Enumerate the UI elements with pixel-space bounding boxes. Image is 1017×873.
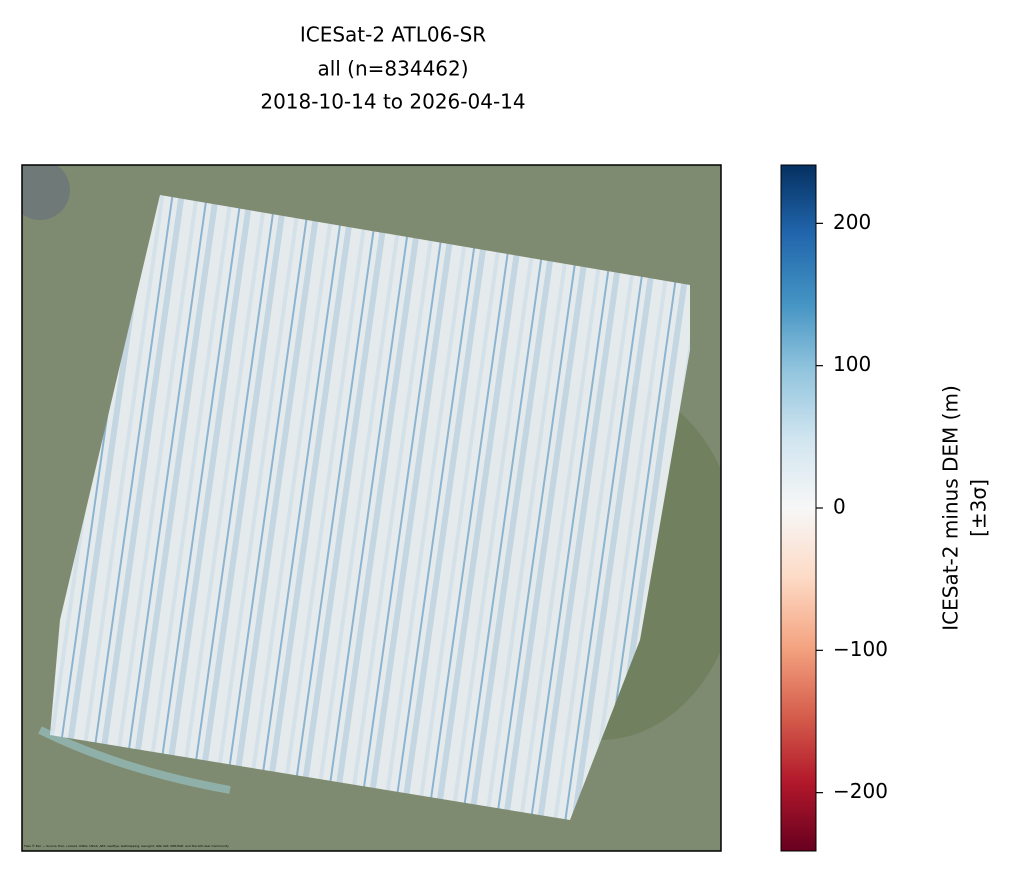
axes-frame bbox=[21, 164, 722, 852]
colorbar bbox=[780, 164, 817, 852]
colorbar-label: [±3σ] bbox=[967, 479, 991, 537]
basemap bbox=[22, 165, 721, 851]
colorbar-label: ICESat-2 minus DEM (m) bbox=[939, 385, 963, 631]
colorbar-tick-label: 0 bbox=[833, 495, 846, 519]
colorbar-tick-label: 100 bbox=[833, 352, 871, 376]
colorbar-tick-label: −100 bbox=[833, 637, 888, 661]
colorbar-tick-label: 200 bbox=[833, 210, 871, 234]
colorbar-tick-label: −200 bbox=[833, 779, 888, 803]
track-coverage bbox=[50, 195, 690, 820]
attribution: Tiles © Esri — Source: Esri, i-cubed, US… bbox=[23, 844, 229, 848]
title-line: all (n=834462) bbox=[317, 57, 468, 81]
title-line: 2018-10-14 to 2026-04-14 bbox=[260, 90, 525, 114]
title-line: ICESat-2 ATL06-SR bbox=[300, 23, 486, 47]
